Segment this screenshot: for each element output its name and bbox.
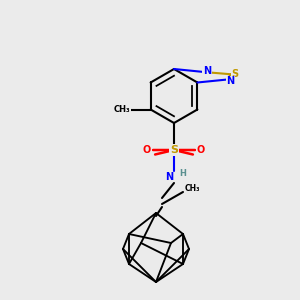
Text: N: N <box>226 76 234 86</box>
Text: N: N <box>203 65 211 76</box>
Text: S: S <box>170 145 178 155</box>
Text: H: H <box>180 169 186 178</box>
Text: S: S <box>232 69 239 79</box>
Text: O: O <box>143 145 151 155</box>
Text: N: N <box>165 172 174 182</box>
Text: CH₃: CH₃ <box>114 105 130 114</box>
Text: O: O <box>197 145 205 155</box>
Text: CH₃: CH₃ <box>184 184 200 194</box>
